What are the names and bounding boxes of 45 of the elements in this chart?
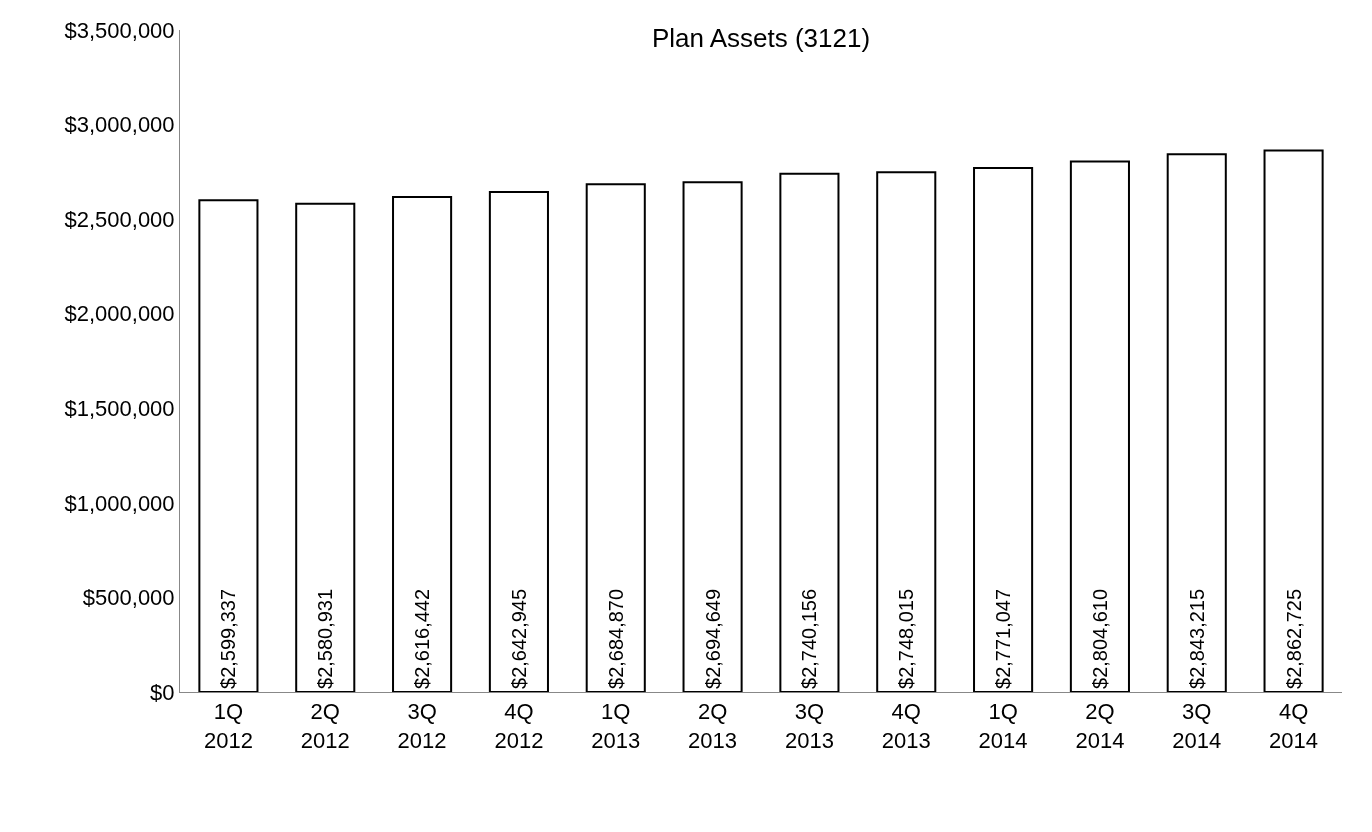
x-tick-label: 4Q 2013 bbox=[881, 699, 931, 753]
x-tick-label: 1Q 2014 bbox=[978, 699, 1028, 753]
chart-title: Plan Assets (3121) bbox=[651, 23, 871, 54]
x-tick-label: 3Q 2014 bbox=[1172, 699, 1222, 753]
data-label: $2,642,945 bbox=[507, 588, 530, 689]
bar bbox=[295, 202, 356, 692]
bar bbox=[1263, 149, 1324, 692]
bar bbox=[488, 191, 549, 692]
data-label: $2,843,215 bbox=[1185, 588, 1208, 689]
bar bbox=[392, 196, 453, 692]
bar bbox=[1069, 160, 1130, 692]
data-label: $2,599,337 bbox=[217, 588, 240, 689]
x-tick-label: 4Q 2014 bbox=[1269, 699, 1319, 753]
y-tick-label: $1,000,000 bbox=[64, 490, 175, 516]
x-tick-label: 2Q 2013 bbox=[688, 699, 738, 753]
data-label: $2,580,931 bbox=[314, 588, 337, 689]
data-label: $2,684,870 bbox=[604, 588, 627, 689]
bar bbox=[876, 171, 937, 692]
y-tick-label: $2,500,000 bbox=[64, 206, 175, 232]
data-label: $2,771,047 bbox=[992, 588, 1015, 689]
data-label: $2,862,725 bbox=[1282, 588, 1305, 689]
x-tick-label: 3Q 2013 bbox=[784, 699, 834, 753]
y-tick-label: $0 bbox=[150, 679, 175, 705]
x-tick-label: 1Q 2012 bbox=[203, 699, 253, 753]
y-tick-label: $2,000,000 bbox=[64, 301, 175, 327]
bar bbox=[779, 172, 840, 692]
data-label: $2,616,442 bbox=[411, 588, 434, 689]
y-tick-label: $3,000,000 bbox=[64, 112, 175, 138]
data-label: $2,748,015 bbox=[895, 588, 918, 689]
bar bbox=[682, 181, 743, 692]
y-tick-label: $500,000 bbox=[82, 585, 175, 611]
bar bbox=[973, 166, 1034, 692]
x-tick-label: 2Q 2014 bbox=[1075, 699, 1125, 753]
data-label: $2,804,610 bbox=[1088, 588, 1111, 689]
y-tick-label: $1,500,000 bbox=[64, 395, 175, 421]
data-label: $2,740,156 bbox=[798, 588, 821, 689]
data-label: $2,694,649 bbox=[701, 588, 724, 689]
y-tick-label: $3,500,000 bbox=[64, 17, 175, 43]
x-tick-label: 2Q 2012 bbox=[300, 699, 350, 753]
bar bbox=[198, 199, 259, 692]
bar bbox=[585, 183, 646, 692]
bar bbox=[1166, 153, 1227, 692]
x-tick-label: 3Q 2012 bbox=[397, 699, 447, 753]
x-tick-label: 4Q 2012 bbox=[494, 699, 544, 753]
x-tick-label: 1Q 2013 bbox=[591, 699, 641, 753]
